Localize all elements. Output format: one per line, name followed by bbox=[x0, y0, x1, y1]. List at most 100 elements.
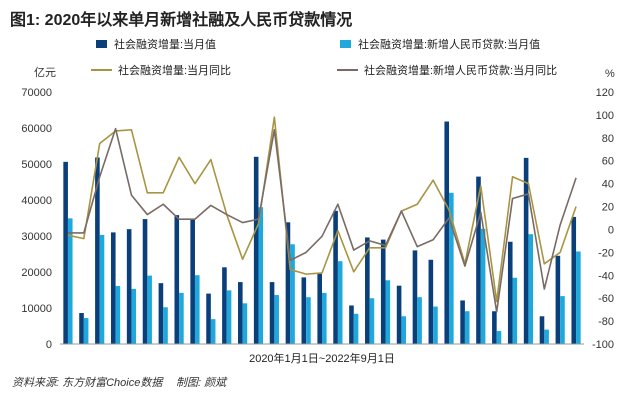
bar-social-financing bbox=[444, 121, 450, 345]
bar-social-financing bbox=[571, 216, 577, 344]
bar-rmb-loans bbox=[417, 297, 422, 344]
bar-social-financing bbox=[285, 222, 291, 344]
legend-label-rmb-loans-monthly: 社会融资增量:新增人民币贷款:当月值 bbox=[358, 37, 540, 51]
bar-rmb-loans bbox=[337, 261, 343, 344]
bar-rmb-loans bbox=[83, 318, 89, 344]
bar-social-financing bbox=[349, 305, 354, 344]
left-axis-unit: 亿元 bbox=[34, 66, 56, 79]
bar-series bbox=[63, 121, 581, 345]
right-tick-label: 60 bbox=[602, 156, 614, 168]
left-tick-label: 0 bbox=[46, 339, 52, 351]
right-tick-label: 100 bbox=[596, 110, 614, 122]
bar-rmb-loans bbox=[194, 275, 200, 344]
bar-rmb-loans bbox=[163, 307, 168, 344]
bar-social-financing bbox=[269, 282, 275, 344]
right-tick-label: -40 bbox=[598, 270, 614, 282]
bar-social-financing bbox=[206, 293, 211, 344]
right-tick-label: -20 bbox=[598, 247, 614, 259]
right-tick-label: -80 bbox=[598, 316, 614, 328]
legend-label-rmb-loans-yoy: 社会融资增量:新增人民币贷款:当月同比 bbox=[364, 63, 557, 77]
bar-social-financing bbox=[190, 219, 195, 344]
bar-rmb-loans bbox=[258, 207, 264, 344]
chart-title: 图1: 2020年以来单月新增社融及人民币贷款情况 bbox=[10, 10, 352, 29]
bar-social-financing bbox=[539, 316, 545, 344]
left-tick-label: 60000 bbox=[21, 123, 52, 135]
bar-rmb-loans bbox=[433, 306, 438, 344]
left-tick-label: 30000 bbox=[21, 231, 52, 243]
bar-social-financing bbox=[301, 277, 307, 344]
bar-social-financing bbox=[428, 259, 434, 344]
bar-rmb-loans bbox=[353, 313, 359, 344]
left-tick-label: 50000 bbox=[21, 159, 52, 171]
bar-social-financing bbox=[380, 239, 386, 344]
source-note: 资料来源: 东方财富Choice数据 bbox=[12, 376, 164, 389]
bar-social-financing bbox=[523, 157, 529, 344]
bar-social-financing bbox=[110, 232, 116, 344]
right-tick-label: 40 bbox=[602, 179, 614, 191]
bar-social-financing bbox=[253, 156, 259, 344]
bar-rmb-loans bbox=[306, 297, 311, 344]
bar-social-financing bbox=[174, 215, 180, 344]
legend-swatch-rmb-loans-monthly bbox=[340, 40, 351, 48]
legend-label-social-financing-monthly: 社会融资增量:当月值 bbox=[114, 37, 216, 51]
bar-social-financing bbox=[555, 255, 561, 344]
bar-social-financing bbox=[95, 157, 100, 344]
bar-social-financing bbox=[365, 237, 370, 344]
bar-rmb-loans bbox=[464, 311, 470, 344]
bar-social-financing bbox=[238, 282, 243, 344]
bar-rmb-loans bbox=[290, 244, 295, 344]
bar-social-financing bbox=[142, 219, 148, 344]
bar-rmb-loans bbox=[512, 277, 518, 344]
bar-social-financing bbox=[222, 267, 227, 344]
bar-social-financing bbox=[317, 273, 322, 344]
left-tick-label: 10000 bbox=[21, 303, 52, 315]
bar-rmb-loans bbox=[99, 234, 105, 344]
right-tick-label: 80 bbox=[602, 133, 614, 145]
bar-rmb-loans bbox=[226, 290, 232, 344]
right-tick-label: 0 bbox=[608, 224, 614, 236]
bar-rmb-loans bbox=[576, 251, 581, 344]
bar-rmb-loans bbox=[210, 319, 216, 344]
left-tick-label: 20000 bbox=[21, 267, 52, 279]
left-tick-label: 70000 bbox=[21, 87, 52, 99]
right-tick-label: -60 bbox=[598, 293, 614, 305]
bar-rmb-loans bbox=[131, 288, 137, 344]
line-rmb-loans-yoy bbox=[67, 127, 577, 313]
legend-swatch-social-financing-monthly bbox=[96, 40, 107, 48]
bar-rmb-loans bbox=[179, 292, 184, 344]
author-note: 制图: 颜斌 bbox=[176, 376, 228, 389]
bar-rmb-loans bbox=[147, 275, 152, 344]
bar-rmb-loans bbox=[544, 329, 549, 344]
left-axis-ticks: 0 10000 20000 30000 40000 50000 60000 70000 bbox=[21, 87, 52, 351]
bar-rmb-loans bbox=[385, 280, 391, 344]
bar-rmb-loans bbox=[480, 228, 486, 344]
bar-social-financing bbox=[79, 313, 84, 344]
bar-social-financing bbox=[333, 210, 338, 344]
bar-rmb-loans bbox=[369, 298, 375, 344]
chart-legend: 社会融资增量:当月值 社会融资增量:新增人民币贷款:当月值 社会融资增量:当月同… bbox=[91, 37, 557, 77]
bar-social-financing bbox=[396, 285, 402, 344]
bar-social-financing bbox=[507, 241, 513, 344]
bar-rmb-loans bbox=[67, 218, 73, 344]
right-tick-label: 120 bbox=[596, 87, 614, 99]
bar-social-financing bbox=[412, 250, 418, 344]
bar-rmb-loans bbox=[528, 234, 534, 344]
bar-social-financing bbox=[492, 311, 497, 344]
bar-rmb-loans bbox=[115, 286, 121, 344]
bar-rmb-loans bbox=[322, 292, 327, 344]
bar-rmb-loans bbox=[242, 303, 248, 344]
bar-rmb-loans bbox=[401, 316, 406, 344]
bar-rmb-loans bbox=[496, 331, 502, 344]
bar-social-financing bbox=[158, 283, 164, 344]
legend-label-social-financing-yoy: 社会融资增量:当月同比 bbox=[118, 63, 231, 77]
bar-rmb-loans bbox=[274, 295, 279, 344]
right-tick-label: 20 bbox=[602, 202, 614, 214]
bar-social-financing bbox=[460, 300, 465, 344]
bar-social-financing bbox=[63, 161, 68, 344]
line-series bbox=[67, 116, 577, 313]
right-axis-ticks: -100 -80 -60 -40 -20 0 20 40 60 80 100 120 bbox=[592, 87, 614, 351]
left-tick-label: 40000 bbox=[21, 195, 52, 207]
x-axis-label: 2020年1月1日~2022年9月1日 bbox=[249, 351, 395, 365]
